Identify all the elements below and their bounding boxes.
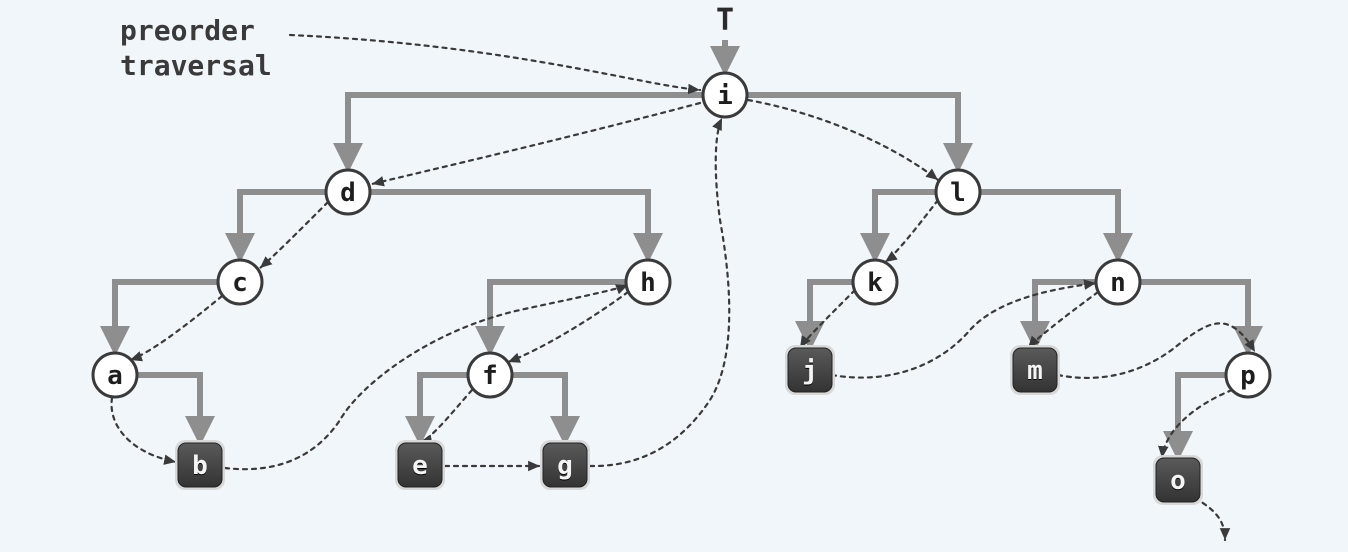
diagram-canvas: i d l c h k n a f p j m b e g o preordertraversal T [0, 0, 1348, 552]
tree-edge [490, 282, 648, 350]
text-layer: preordertraversal T [120, 3, 734, 82]
node-label-p: p [1240, 361, 1256, 391]
tree-edge [958, 192, 1118, 257]
tree-edge [348, 192, 648, 257]
node-label-g: g [557, 451, 573, 481]
nodes-layer: i d l c h k n a f p j m b e g o [93, 73, 1270, 505]
traversal-segment [1162, 390, 1232, 458]
node-label-n: n [1110, 268, 1126, 298]
traversal-segment [1195, 498, 1225, 540]
traversal-path-layer [112, 35, 1255, 540]
traversal-segment [748, 100, 938, 180]
node-label-b: b [192, 451, 208, 481]
node-label-l: l [950, 178, 966, 208]
node-label-f: f [482, 361, 498, 391]
node-label-o: o [1170, 466, 1186, 496]
traversal-segment [508, 292, 628, 362]
node-label-i: i [717, 81, 733, 111]
traversal-segment [260, 202, 328, 268]
traversal-segment [1028, 292, 1098, 348]
node-label-h: h [640, 268, 656, 298]
node-label-a: a [107, 361, 123, 391]
traversal-segment [420, 390, 472, 442]
traversal-segment [372, 103, 700, 184]
tree-edges-layer [115, 40, 1248, 455]
node-label-d: d [340, 178, 356, 208]
tree-edge [725, 95, 958, 167]
node-label-j: j [802, 356, 818, 386]
title-line-1: preorder [120, 14, 255, 47]
node-label-k: k [867, 268, 883, 298]
traversal-segment [130, 296, 222, 360]
traversal-segment [112, 398, 176, 462]
traversal-segment [290, 35, 700, 90]
tree-edge [348, 95, 725, 167]
node-label-c: c [232, 268, 248, 298]
node-label-m: m [1027, 356, 1043, 386]
traversal-segment [885, 200, 938, 262]
root-pointer-label: T [716, 3, 734, 38]
node-label-e: e [412, 451, 428, 481]
title-line-2: traversal [120, 49, 272, 82]
